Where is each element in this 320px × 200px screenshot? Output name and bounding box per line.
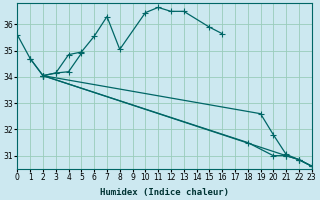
X-axis label: Humidex (Indice chaleur): Humidex (Indice chaleur) (100, 188, 229, 197)
